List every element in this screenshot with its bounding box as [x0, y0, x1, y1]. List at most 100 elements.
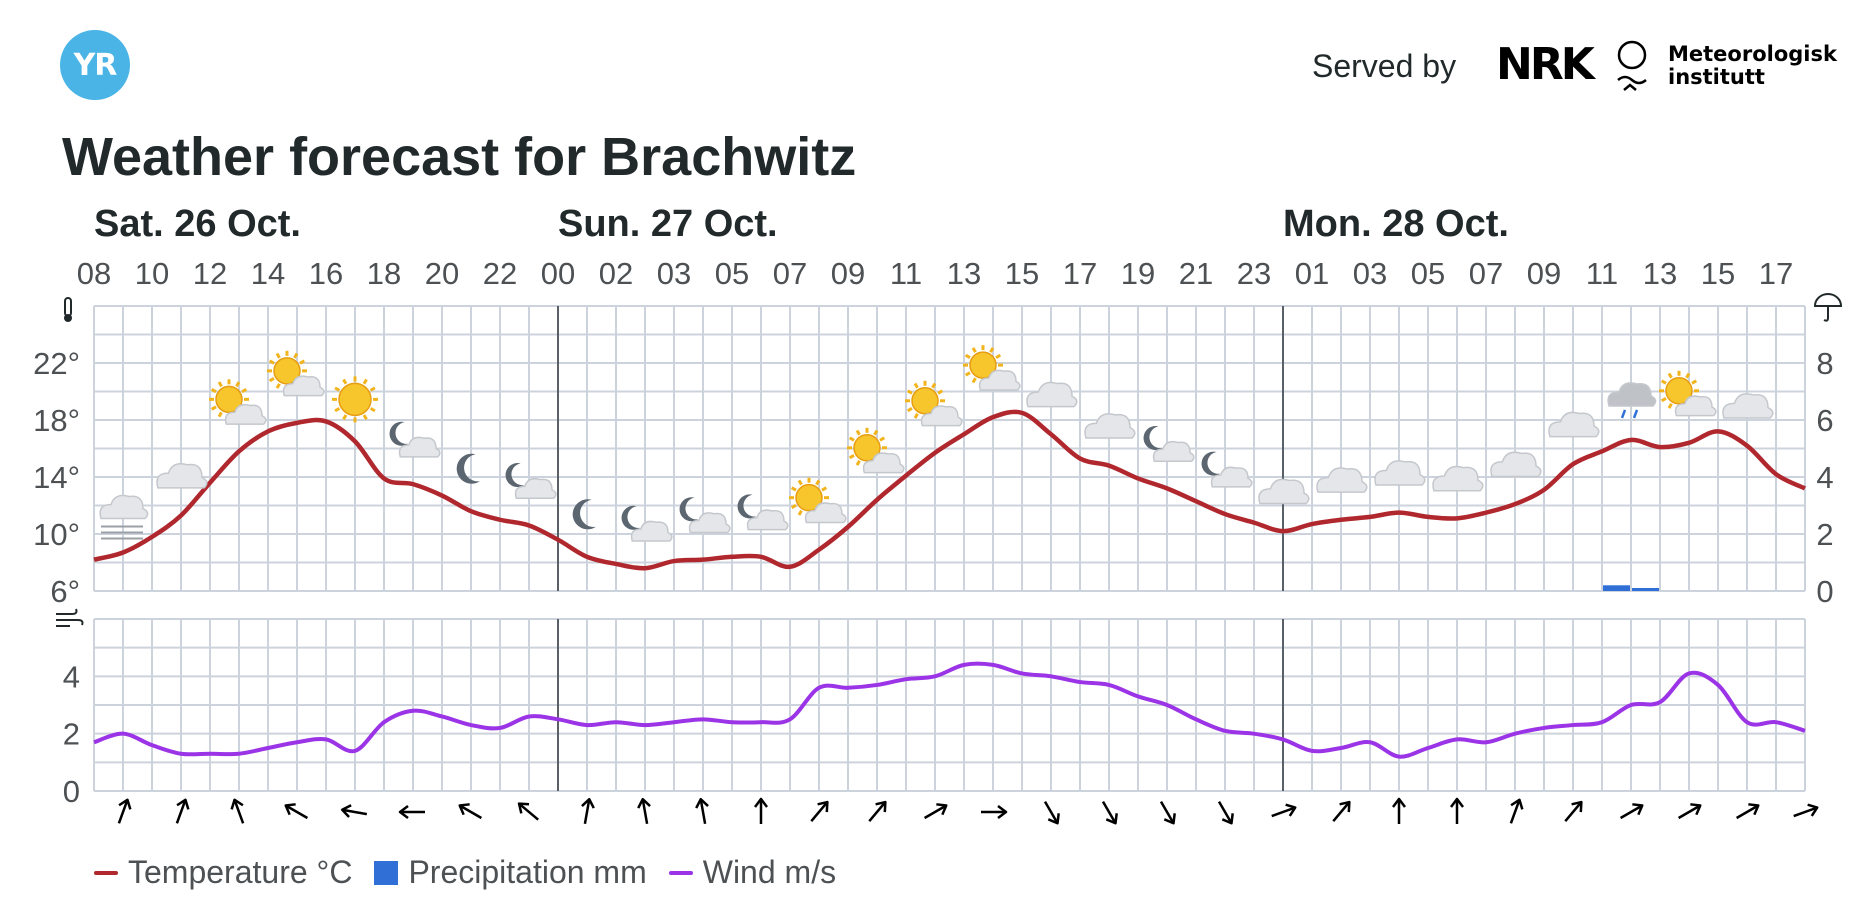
- yr-logo-text: YR: [73, 47, 118, 83]
- cloud-shape: [920, 405, 963, 427]
- sun-ray: [342, 414, 348, 421]
- cloud-icon: [156, 462, 208, 489]
- served-by-label: Served by: [1312, 48, 1457, 84]
- precipitation-axis-label: 8: [1816, 346, 1833, 381]
- cloud-shape: [514, 477, 557, 499]
- sun-ray: [879, 436, 886, 442]
- arrow-shaft: [1619, 805, 1642, 820]
- partly-cloudy-night-icon: [1143, 426, 1195, 462]
- arrow-head: [517, 802, 530, 814]
- hour-label: 09: [1527, 256, 1561, 291]
- wind-icon: [56, 608, 84, 627]
- arrow-shaft: [343, 808, 368, 816]
- raindrop: [1632, 409, 1639, 419]
- cloud-shape: [282, 375, 325, 397]
- cloud-shape: [398, 436, 441, 458]
- precipitation-bar: [1632, 588, 1659, 591]
- day-label: Sun. 27 Oct.: [558, 203, 778, 245]
- page-title: Weather forecast for Brachwitz: [62, 127, 857, 187]
- arrow-shaft: [1332, 802, 1350, 822]
- partly-cloudy-day-icon: [963, 345, 1021, 391]
- wind-direction-arrow: [581, 797, 595, 825]
- sun-ray: [217, 411, 223, 418]
- sun-ray: [964, 371, 971, 377]
- cloud-shape: [1084, 413, 1136, 439]
- moon-shape: [1201, 451, 1221, 476]
- arrow-head: [1339, 800, 1351, 813]
- legend-swatch: [94, 870, 118, 875]
- arrow-head: [695, 797, 709, 809]
- wind-direction-arrow: [1101, 800, 1118, 825]
- sun-ray: [334, 407, 341, 413]
- arrow-head: [1632, 803, 1644, 816]
- hour-label: 03: [657, 256, 691, 291]
- wind-direction-arrow: [398, 805, 425, 819]
- wind-direction-arrow: [1043, 800, 1060, 825]
- met-institute-icon[interactable]: [1616, 40, 1648, 94]
- sun-ray: [369, 386, 376, 392]
- arrow-head: [230, 798, 244, 810]
- arrow-shaft: [460, 805, 483, 820]
- moon-shape: [1143, 426, 1163, 451]
- thermometer-icon-stem: [64, 297, 72, 317]
- temperature-axis-label: 22°: [33, 346, 80, 381]
- sun-ray: [268, 377, 275, 383]
- wind-direction-arrow: [1735, 803, 1760, 820]
- wind-direction-arrow: [1677, 803, 1702, 820]
- wind-direction-arrow: [284, 803, 309, 820]
- sun-ray: [210, 388, 217, 394]
- hour-label: 16: [309, 256, 343, 291]
- partly-cloudy-day-icon: [847, 427, 905, 474]
- cloud-icon: [1026, 381, 1078, 408]
- sun-ray: [848, 454, 855, 460]
- hour-label: 03: [1353, 256, 1387, 291]
- sun-ray: [1667, 403, 1673, 409]
- arrow-head: [1285, 803, 1297, 817]
- legend-swatch: [668, 870, 693, 875]
- arrow-head: [458, 803, 470, 816]
- yr-logo[interactable]: YR: [60, 30, 130, 100]
- hour-label: 14: [251, 256, 285, 291]
- cloud-icon: [1432, 465, 1484, 492]
- hour-label: 13: [1643, 256, 1677, 291]
- wind-direction-arrow: [340, 804, 368, 818]
- sun-ray: [931, 382, 937, 389]
- hour-label: 11: [890, 256, 922, 291]
- wind-direction-arrow: [1509, 798, 1524, 824]
- precipitation-layer: [1603, 585, 1659, 591]
- arrow-head: [340, 804, 352, 818]
- partly-cloudy-night-icon: [1201, 451, 1253, 488]
- cloud-icon: [1722, 393, 1774, 419]
- sun-ray: [964, 353, 971, 359]
- arrow-head: [1163, 813, 1176, 825]
- wind-direction-arrow: [1793, 803, 1819, 818]
- sun-ray: [848, 436, 855, 442]
- hour-label: 18: [367, 256, 401, 291]
- arrow-shaft: [1564, 802, 1582, 822]
- legend-label: Wind m/s: [702, 854, 837, 890]
- sun-ray: [362, 414, 368, 421]
- hour-label: 20: [425, 256, 459, 291]
- wind-direction-arrow: [458, 803, 483, 820]
- chart-legend: Temperature °C Precipitation mm Wind m/s: [94, 854, 836, 891]
- cloud-shape: [1722, 393, 1774, 419]
- sun-ray: [913, 382, 919, 389]
- nrk-logo[interactable]: NRK: [1496, 39, 1595, 90]
- moon-shape: [389, 421, 409, 446]
- arrow-head: [118, 798, 132, 810]
- wind-direction-arrow: [695, 797, 709, 825]
- cloud-shape: [1432, 465, 1484, 492]
- umbrella-icon-canopy: [1813, 293, 1843, 307]
- sun-disc: [969, 351, 997, 379]
- wind-axis-label: 0: [63, 774, 80, 809]
- legend-item: Wind m/s: [668, 854, 837, 891]
- arrow-head: [1047, 813, 1060, 825]
- arrow-shaft: [234, 801, 245, 824]
- sun-ray: [873, 429, 879, 436]
- moon-shape: [572, 499, 596, 530]
- hour-label: 11: [1586, 256, 1618, 291]
- cloud-shape: [804, 502, 847, 524]
- cloud-shape: [746, 509, 789, 531]
- sun-ray: [989, 347, 995, 353]
- cloud-shape: [1026, 381, 1078, 408]
